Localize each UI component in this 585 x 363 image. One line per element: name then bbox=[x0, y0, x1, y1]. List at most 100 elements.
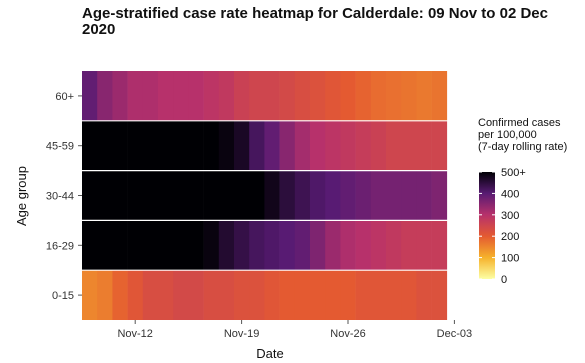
heatmap-cell bbox=[127, 71, 144, 121]
heatmap-cell bbox=[325, 170, 341, 221]
legend-title-line: Confirmed cases bbox=[478, 117, 561, 129]
x-tick-label: Nov-12 bbox=[117, 328, 152, 340]
heatmap-cell bbox=[203, 120, 220, 171]
y-tick-label: 45-59 bbox=[46, 141, 74, 153]
heatmap-cell bbox=[279, 71, 296, 121]
heatmap-cell bbox=[173, 120, 189, 171]
heatmap-cell bbox=[279, 120, 296, 171]
heatmap-cell bbox=[158, 270, 174, 320]
heatmap-cell bbox=[142, 270, 159, 320]
heatmap-cell bbox=[294, 270, 311, 320]
heatmap-cell bbox=[431, 71, 448, 121]
heatmap-cell bbox=[127, 270, 144, 320]
heatmap-cell bbox=[416, 71, 432, 121]
heatmap-cell bbox=[188, 270, 204, 320]
heatmap-cell bbox=[249, 220, 265, 271]
heatmap-cell bbox=[97, 270, 113, 320]
heatmap-cell bbox=[370, 220, 387, 271]
heatmap-cell bbox=[142, 170, 159, 221]
heatmap-cell bbox=[188, 120, 204, 171]
legend-tick-label: 100 bbox=[501, 253, 519, 265]
heatmap-cell bbox=[431, 220, 448, 271]
heatmap-cell bbox=[173, 270, 189, 320]
heatmap-cell bbox=[355, 270, 372, 320]
legend-tick-label: 0 bbox=[501, 274, 507, 286]
heatmap-cell bbox=[97, 120, 113, 171]
heatmap-cell bbox=[416, 270, 432, 320]
y-tick-label: 60+ bbox=[55, 91, 74, 103]
heatmap-cell bbox=[112, 270, 128, 320]
y-axis-ticks: 60+ 45-59 30-44 16-29 0-15 bbox=[46, 91, 82, 302]
heatmap-cell bbox=[234, 120, 250, 171]
heatmap-cells bbox=[82, 71, 448, 320]
heatmap-cell bbox=[264, 270, 280, 320]
legend-tick-label: 300 bbox=[501, 210, 519, 222]
heatmap-cell bbox=[112, 71, 128, 121]
heatmap-cell bbox=[279, 220, 296, 271]
heatmap-cell bbox=[386, 170, 402, 221]
heatmap-cell bbox=[401, 120, 417, 171]
heatmap-cell bbox=[310, 220, 326, 271]
chart-title: Age-stratified case rate heatmap for Cal… bbox=[82, 5, 548, 38]
heatmap-cell bbox=[127, 220, 144, 271]
heatmap-cell bbox=[386, 270, 402, 320]
legend-ticks: 500+ 400 300 200 100 0 bbox=[479, 167, 526, 286]
heatmap-cell bbox=[158, 71, 174, 121]
heatmap-cell bbox=[218, 71, 235, 121]
heatmap-cell bbox=[203, 71, 220, 121]
heatmap-cell bbox=[264, 220, 280, 271]
heatmap-cell bbox=[325, 71, 341, 121]
legend-tick-label: 500+ bbox=[501, 167, 526, 179]
heatmap-cell bbox=[234, 270, 250, 320]
y-tick-label: 0-15 bbox=[52, 290, 74, 302]
heatmap-cell bbox=[355, 170, 372, 221]
heatmap-cell bbox=[218, 170, 235, 221]
heatmap-cell bbox=[386, 71, 402, 121]
heatmap-cell bbox=[340, 270, 356, 320]
heatmap-cell bbox=[340, 120, 356, 171]
heatmap-cell bbox=[127, 170, 144, 221]
heatmap-cell bbox=[264, 120, 280, 171]
heatmap-cell bbox=[310, 170, 326, 221]
heatmap-cell bbox=[218, 270, 235, 320]
heatmap-cell bbox=[431, 170, 448, 221]
heatmap-cell bbox=[142, 71, 159, 121]
heatmap-cell bbox=[158, 170, 174, 221]
heatmap-cell bbox=[294, 120, 311, 171]
heatmap-cell bbox=[82, 120, 98, 171]
x-tick-label: Nov-19 bbox=[224, 328, 259, 340]
heatmap-cell bbox=[325, 120, 341, 171]
heatmap-cell bbox=[234, 71, 250, 121]
heatmap-cell bbox=[310, 270, 326, 320]
legend-tick-label: 200 bbox=[501, 231, 519, 243]
heatmap-cell bbox=[112, 170, 128, 221]
heatmap-cell bbox=[264, 170, 280, 221]
heatmap-cell bbox=[386, 220, 402, 271]
heatmap-cell bbox=[325, 270, 341, 320]
heatmap-cell bbox=[142, 220, 159, 271]
heatmap-cell bbox=[279, 270, 296, 320]
heatmap-cell bbox=[249, 71, 265, 121]
heatmap-cell bbox=[82, 71, 98, 121]
heatmap-cell bbox=[203, 270, 220, 320]
heatmap-cell bbox=[294, 71, 311, 121]
heatmap-cell bbox=[401, 71, 417, 121]
legend-title: Confirmed cases per 100,000 (7-day rolli… bbox=[478, 117, 585, 153]
heatmap-cell bbox=[340, 220, 356, 271]
heatmap-cell bbox=[355, 120, 372, 171]
heatmap-cell bbox=[127, 120, 144, 171]
heatmap-cell bbox=[340, 71, 356, 121]
heatmap-cell bbox=[370, 270, 387, 320]
legend-tick-label: 400 bbox=[501, 188, 519, 200]
heatmap-cell bbox=[173, 170, 189, 221]
heatmap-cell bbox=[203, 220, 220, 271]
heatmap-cell bbox=[416, 120, 432, 171]
heatmap-cell bbox=[249, 170, 265, 221]
heatmap-cell bbox=[112, 120, 128, 171]
heatmap-cell bbox=[340, 170, 356, 221]
heatmap-cell bbox=[294, 220, 311, 271]
heatmap-cell bbox=[294, 170, 311, 221]
heatmap-cell bbox=[310, 71, 326, 121]
heatmap-cell bbox=[97, 170, 113, 221]
